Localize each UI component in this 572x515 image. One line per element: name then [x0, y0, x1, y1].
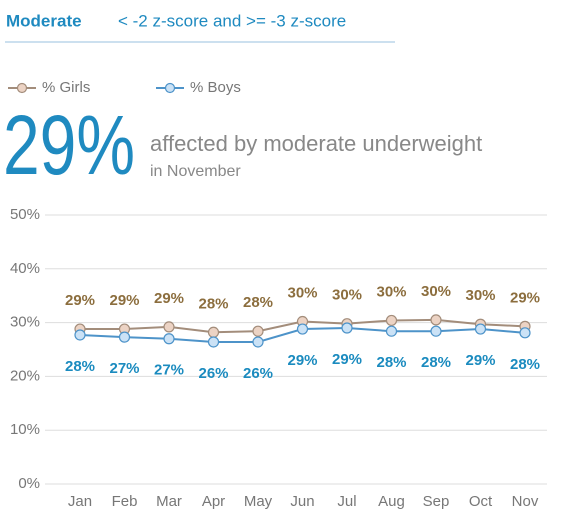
point	[163, 333, 175, 345]
value-label: 29%	[109, 292, 139, 309]
x-tick-label: Nov	[512, 493, 539, 510]
x-tick-label: Oct	[469, 493, 493, 510]
point	[430, 314, 442, 326]
x-tick-label: Aug	[378, 493, 405, 510]
y-tick-label: 40%	[10, 260, 40, 277]
value-label: 26%	[198, 365, 228, 382]
point	[341, 322, 353, 334]
value-label: 28%	[376, 354, 406, 371]
y-tick-label: 10%	[10, 421, 40, 438]
x-tick-label: Jul	[337, 493, 356, 510]
point	[385, 325, 398, 337]
chart-subtitle: < -2 z-score and >= -3 z-score	[118, 11, 346, 30]
value-label: 29%	[287, 352, 317, 369]
value-label: 28%	[510, 356, 540, 373]
legend-label: % Girls	[42, 79, 90, 96]
value-label: 29%	[465, 352, 495, 369]
x-tick-label: Apr	[202, 493, 225, 510]
value-label: 29%	[154, 290, 184, 307]
value-label: 30%	[332, 287, 362, 304]
value-label: 29%	[65, 292, 95, 309]
legend-marker	[164, 82, 176, 94]
point	[207, 326, 220, 338]
value-label: 27%	[154, 362, 184, 379]
y-tick-label: 20%	[10, 367, 40, 384]
y-tick-label: 0%	[18, 475, 40, 492]
point	[430, 325, 442, 337]
value-label: 27%	[109, 360, 139, 377]
value-label: 28%	[243, 294, 273, 311]
value-label: 28%	[65, 358, 95, 375]
value-label: 26%	[243, 365, 273, 382]
point	[118, 331, 131, 343]
headline-text: affected by moderate underweight	[150, 131, 482, 156]
value-label: 30%	[376, 283, 406, 300]
legend-label: % Boys	[190, 79, 241, 96]
point	[74, 329, 86, 341]
value-label: 29%	[510, 289, 540, 306]
value-label: 28%	[198, 295, 228, 312]
x-tick-label: Jan	[68, 493, 92, 510]
point	[296, 323, 309, 335]
y-tick-label: 50%	[10, 206, 40, 223]
x-tick-label: Feb	[112, 493, 138, 510]
chart-title: Moderate	[6, 11, 82, 30]
point	[252, 325, 264, 337]
point	[474, 323, 487, 335]
point	[385, 314, 398, 327]
value-label: 30%	[287, 284, 317, 301]
x-tick-label: Sep	[423, 493, 450, 510]
point	[163, 321, 175, 333]
headline-value: 29%	[3, 98, 135, 192]
point	[519, 327, 531, 339]
value-label: 30%	[421, 283, 451, 300]
value-label: 29%	[332, 351, 362, 368]
value-label: 28%	[421, 354, 451, 371]
legend-marker	[16, 82, 28, 94]
headline-note: in November	[150, 163, 241, 180]
x-tick-label: May	[244, 493, 273, 510]
y-tick-label: 30%	[10, 314, 40, 331]
x-tick-label: Mar	[156, 493, 182, 510]
value-label: 30%	[465, 287, 495, 304]
x-tick-label: Jun	[290, 493, 314, 510]
point	[252, 336, 264, 348]
point	[207, 336, 220, 348]
